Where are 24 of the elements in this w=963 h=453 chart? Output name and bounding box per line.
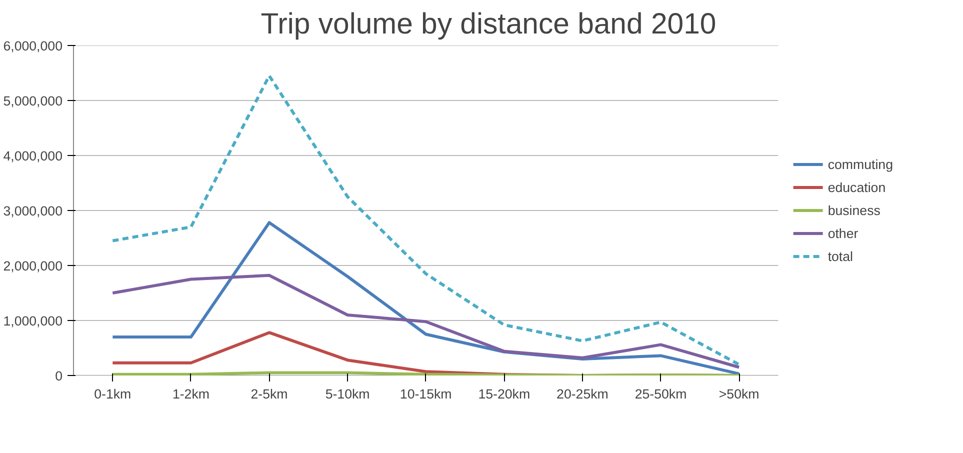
line-series: [111, 274, 741, 369]
x-tick-label: 5-10km: [325, 386, 370, 402]
x-tick-label: 1-2km: [172, 386, 210, 402]
y-tick-label: 4,000,000: [3, 148, 63, 164]
x-tick-label: 25-50km: [634, 386, 687, 402]
y-tick-label: 0: [55, 368, 63, 384]
legend-label: commuting: [828, 156, 893, 172]
x-tick-label: 20-25km: [556, 386, 608, 402]
x-tick-label: 10-15km: [400, 386, 452, 402]
legend-label: total: [828, 248, 854, 264]
y-tick-label: 2,000,000: [3, 258, 63, 274]
x-tick-label: >50km: [718, 386, 760, 402]
line-series: [111, 74, 741, 366]
x-tick-label: 15-20km: [478, 386, 530, 402]
y-tick-label: 6,000,000: [3, 38, 63, 54]
y-tick-label: 3,000,000: [3, 204, 63, 218]
x-tick-label: 0-1km: [94, 386, 132, 402]
legend-label: education: [828, 180, 886, 194]
chart-title: Trip volume by distance band 2010: [260, 8, 716, 40]
x-tick-label: 2-5km: [250, 386, 288, 402]
y-tick-label: 1,000,000: [3, 314, 63, 328]
legend-label: business: [828, 202, 880, 218]
legend-label: other: [828, 226, 858, 240]
y-tick-label: 5,000,000: [3, 94, 63, 108]
